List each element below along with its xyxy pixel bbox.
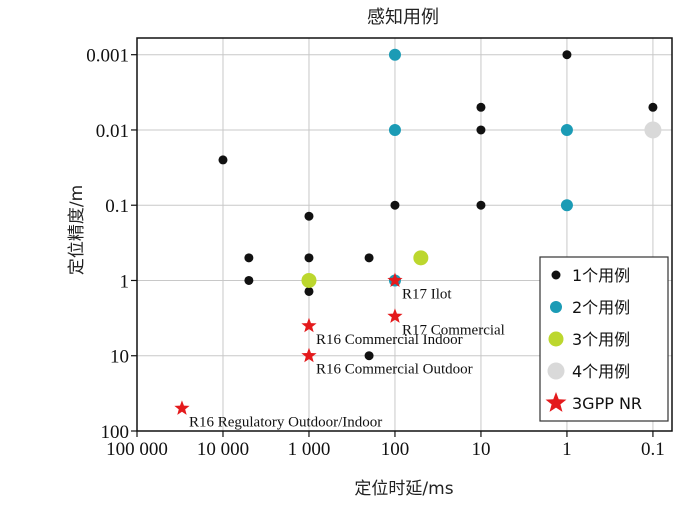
scatter-point [560, 123, 573, 136]
scatter-point [476, 102, 486, 112]
scatter-point [476, 125, 486, 135]
y-axis-label: 定位精度/m [67, 185, 87, 275]
scatter-point [390, 200, 400, 210]
scatter-point [644, 121, 662, 139]
scatter-point [364, 253, 374, 263]
scatter-point [648, 102, 658, 112]
y-tick-label: 100 [101, 422, 130, 443]
point-annotation: R17 Commercial [402, 322, 505, 338]
y-tick-label: 0.1 [105, 196, 129, 217]
point-annotation: R16 Commercial Indoor [316, 332, 463, 348]
x-tick-label: 10 000 [197, 439, 249, 460]
legend-label: 1个用例 [572, 266, 630, 285]
scatter-point [413, 250, 429, 266]
scatter-point [562, 50, 572, 60]
y-tick-label: 10 [110, 347, 129, 368]
plot-frame [136, 37, 673, 432]
x-tick-label: 100 [381, 439, 410, 460]
legend-label: 2个用例 [572, 298, 630, 317]
legend: 1个用例 2个用例 3个用例 4个用例 3GPP NR [539, 256, 669, 422]
x-tick-label: 1 [562, 439, 572, 460]
nr-star-point [301, 347, 317, 363]
point-annotation: R16 Commercial Outdoor [316, 362, 473, 378]
legend-marker-icon [547, 362, 565, 380]
x-tick-label: 0.1 [641, 439, 665, 460]
y-axis-ticks: 0.001 0.01 0.1 1 10 100 [86, 46, 137, 443]
scatter-point [560, 199, 573, 212]
scatter-point [364, 351, 374, 361]
x-tick-label: 10 [471, 439, 490, 460]
y-tick-label: 0.01 [96, 121, 129, 142]
scatter-point [476, 200, 486, 210]
legend-label: 3GPP NR [572, 394, 642, 413]
legend-marker-icon [551, 270, 561, 280]
scatter-point [388, 48, 401, 61]
nr-star-point [174, 400, 190, 415]
x-axis-ticks: 100 000 10 000 1 000 100 10 1 0.1 [106, 431, 665, 460]
nr-star-point [387, 308, 403, 323]
scatter-point [244, 253, 254, 263]
legend-marker-icon [550, 301, 562, 313]
x-axis-label: 定位时延/ms [354, 479, 453, 499]
x-tick-label: 100 000 [106, 439, 168, 460]
point-annotation: R17 Ilot [402, 286, 452, 302]
scatter-point [304, 286, 314, 296]
chart-title: 感知用例 [367, 7, 439, 28]
nr-star-point [387, 272, 403, 287]
scatter-point [244, 275, 254, 285]
legend-label: 4个用例 [572, 362, 630, 381]
legend-marker-icon [548, 331, 564, 347]
scatter-point [218, 155, 228, 165]
x-tick-label: 1 000 [288, 439, 331, 460]
legend-label: 3个用例 [572, 330, 630, 349]
point-annotation: R16 Regulatory Outdoor/Indoor [189, 414, 382, 430]
scatter-point [304, 253, 314, 263]
y-tick-label: 0.001 [86, 46, 129, 67]
legend-star-icon [545, 392, 567, 412]
y-tick-label: 1 [120, 271, 130, 292]
scatter-point [388, 123, 401, 136]
nr-star-point [301, 317, 317, 333]
scatter-point [301, 272, 317, 288]
scatter-point [304, 211, 314, 221]
